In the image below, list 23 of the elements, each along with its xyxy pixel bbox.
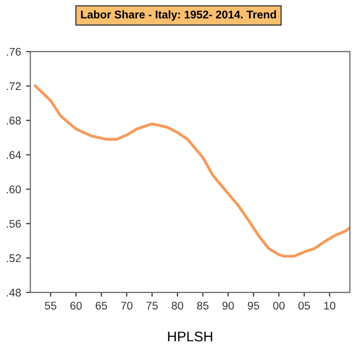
x-tick-label: 55 <box>44 302 56 310</box>
x-tick-label: 00 <box>273 302 285 310</box>
x-tick-label: 95 <box>248 302 260 310</box>
x-tick-label: 65 <box>96 302 108 310</box>
y-tick-label: .68 <box>6 116 21 125</box>
x-tick-label: 80 <box>172 302 184 310</box>
chart-title: Labor Share - Italy: 1952- 2014. Trend <box>81 10 276 21</box>
x-tick-label: 75 <box>146 302 158 310</box>
y-tick-label: .64 <box>6 151 21 159</box>
y-tick-label: .48 <box>6 288 21 297</box>
y-tick-label: .56 <box>6 220 21 228</box>
x-tick-label: 90 <box>222 302 234 310</box>
line-series <box>34 84 350 258</box>
x-tick-label: 10 <box>324 302 336 310</box>
x-tick-label: 70 <box>121 302 132 310</box>
x-tick-label: 05 <box>298 302 310 310</box>
x-axis-title: HPLSH <box>168 332 212 342</box>
x-tick-label: 60 <box>70 302 82 310</box>
y-tick-label: .72 <box>6 82 21 90</box>
y-tick-label: .52 <box>6 254 21 262</box>
x-tick-label: 85 <box>197 302 208 310</box>
y-tick-label: .60 <box>6 185 21 194</box>
y-tick-label: .76 <box>6 48 21 56</box>
